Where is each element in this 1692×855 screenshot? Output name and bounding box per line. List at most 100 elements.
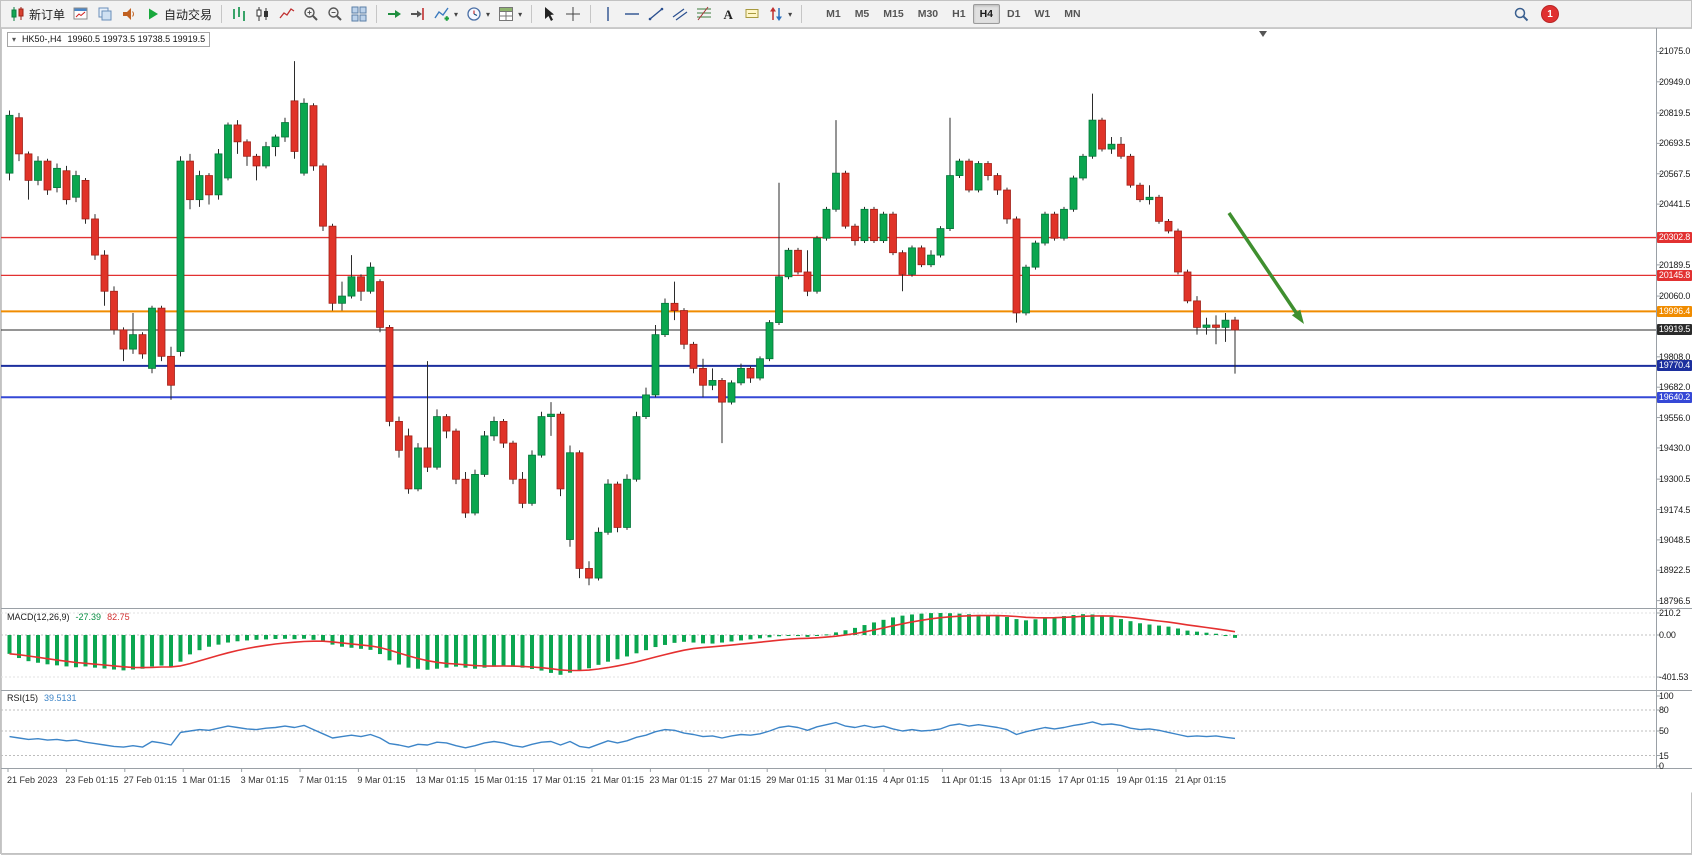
- rsi-axis-label: 50: [1659, 726, 1669, 736]
- autotrading-button-label: 自动交易: [164, 6, 212, 23]
- price-axis-label: 19174.5: [1659, 505, 1690, 515]
- rsi-axis-label: 15: [1659, 751, 1669, 761]
- svg-text:9 Mar 01:15: 9 Mar 01:15: [357, 775, 405, 785]
- crosshair-button[interactable]: [561, 2, 585, 26]
- macd-axis-label: 210.2: [1659, 608, 1681, 618]
- price-axis-label: 20567.5: [1659, 169, 1690, 179]
- svg-text:23 Mar 01:15: 23 Mar 01:15: [649, 775, 702, 785]
- alerts-button[interactable]: [117, 2, 141, 26]
- shapes-dropdown[interactable]: ▾: [764, 2, 796, 26]
- search-icon: [1513, 6, 1529, 22]
- price-badge-20302.8: 20302.8: [1657, 232, 1692, 243]
- bar-chart-button[interactable]: [227, 2, 251, 26]
- chart-shift-button[interactable]: [406, 2, 430, 26]
- timeframe-mn[interactable]: MN: [1057, 4, 1087, 24]
- new-order-button-label: 新订单: [29, 6, 65, 23]
- price-axis-label: 19300.5: [1659, 474, 1690, 484]
- vertical-line-button[interactable]: [596, 2, 620, 26]
- autotrading-icon: [145, 6, 161, 22]
- svg-text:23 Feb 01:15: 23 Feb 01:15: [65, 775, 118, 785]
- toolbar-separator: [801, 5, 802, 23]
- timeframe-m30[interactable]: M30: [911, 4, 945, 24]
- svg-text:3 Mar 01:15: 3 Mar 01:15: [241, 775, 289, 785]
- timeframe-d1[interactable]: D1: [1000, 4, 1027, 24]
- indicators-dropdown[interactable]: ▾: [430, 2, 462, 26]
- label-icon: [744, 6, 760, 22]
- price-axis-label: 20441.5: [1659, 199, 1690, 209]
- quote-ohlc: 19960.5 19973.5 19738.5 19919.5: [68, 34, 206, 45]
- trendline-button[interactable]: [644, 2, 668, 26]
- quote-line[interactable]: ▾ HK50-,H4 19960.5 19973.5 19738.5 19919…: [7, 32, 210, 47]
- price-axis-label: 19430.0: [1659, 443, 1690, 453]
- svg-text:17 Mar 01:15: 17 Mar 01:15: [533, 775, 586, 785]
- candlestick-chart-button[interactable]: [251, 2, 275, 26]
- shapes-icon: [768, 6, 784, 22]
- profiles-button[interactable]: [93, 2, 117, 26]
- new-chart-button[interactable]: [69, 2, 93, 26]
- chart-plus-icon: [434, 6, 450, 22]
- toolbar-separator: [221, 5, 222, 23]
- trendline-icon: [648, 6, 664, 22]
- svg-text:15 Mar 01:15: 15 Mar 01:15: [474, 775, 527, 785]
- search-button[interactable]: [1509, 2, 1533, 26]
- toolbar-separator: [531, 5, 532, 23]
- price-badge-19996.4: 19996.4: [1657, 306, 1692, 317]
- svg-text:31 Mar 01:15: 31 Mar 01:15: [825, 775, 878, 785]
- zoom-out-button[interactable]: [323, 2, 347, 26]
- channel-button[interactable]: [668, 2, 692, 26]
- macd-panel-label: MACD(12,26,9) -27.39 82.75: [7, 612, 130, 623]
- timeframe-w1[interactable]: W1: [1027, 4, 1057, 24]
- price-badge-19919.5: 19919.5: [1657, 324, 1692, 335]
- price-axis-label: 20693.5: [1659, 138, 1690, 148]
- zoom-in-icon: [303, 6, 319, 22]
- clock-icon: [466, 6, 482, 22]
- tile-windows-icon: [351, 6, 367, 22]
- line-chart-icon: [279, 6, 295, 22]
- caret-down-icon: ▾: [486, 10, 490, 19]
- fibonacci-button[interactable]: [692, 2, 716, 26]
- macd-main-value: -27.39: [76, 612, 102, 623]
- macd-indicator-label: MACD(12,26,9): [7, 612, 70, 623]
- cursor-icon: [541, 6, 557, 22]
- price-axis-label: 20949.0: [1659, 77, 1690, 87]
- text-icon: A: [720, 6, 736, 22]
- svg-text:11 Apr 01:15: 11 Apr 01:15: [941, 775, 991, 785]
- new-order-button[interactable]: 新订单: [6, 2, 69, 26]
- symbol-period-label: HK50-,H4: [22, 34, 62, 45]
- svg-text:27 Mar 01:15: 27 Mar 01:15: [708, 775, 761, 785]
- timeframe-h4[interactable]: H4: [973, 4, 1000, 24]
- svg-text:21 Apr 01:15: 21 Apr 01:15: [1175, 775, 1226, 785]
- svg-text:21 Mar 01:15: 21 Mar 01:15: [591, 775, 644, 785]
- periods-dropdown[interactable]: ▾: [462, 2, 494, 26]
- zoom-in-button[interactable]: [299, 2, 323, 26]
- label-button[interactable]: [740, 2, 764, 26]
- macd-axis-label: -401.53: [1659, 672, 1688, 682]
- tile-windows-button[interactable]: [347, 2, 371, 26]
- rsi-indicator-label: RSI(15): [7, 693, 38, 704]
- price-chart-plot[interactable]: [1, 28, 1656, 608]
- timeframe-h1[interactable]: H1: [945, 4, 972, 24]
- templates-dropdown[interactable]: ▾: [494, 2, 526, 26]
- notification-badge[interactable]: 1: [1542, 6, 1558, 22]
- text-button[interactable]: A: [716, 2, 740, 26]
- line-chart-button[interactable]: [275, 2, 299, 26]
- rsi-panel-label: RSI(15) 39.5131: [7, 693, 77, 704]
- svg-text:19 Apr 01:15: 19 Apr 01:15: [1117, 775, 1168, 785]
- new-order-icon: [10, 6, 26, 22]
- timeframe-m5[interactable]: M5: [848, 4, 877, 24]
- macd-panel[interactable]: [1, 609, 1656, 691]
- new-chart-icon: [73, 6, 89, 22]
- timeframe-m1[interactable]: M1: [819, 4, 848, 24]
- rsi-value: 39.5131: [44, 693, 77, 704]
- collapse-icon[interactable]: ▾: [12, 34, 16, 45]
- autotrading-button[interactable]: 自动交易: [141, 2, 216, 26]
- fibonacci-icon: [696, 6, 712, 22]
- price-axis-label: 20819.5: [1659, 108, 1690, 118]
- horizontal-line-button[interactable]: [620, 2, 644, 26]
- cursor-button[interactable]: [537, 2, 561, 26]
- timeframe-m15[interactable]: M15: [876, 4, 910, 24]
- auto-scroll-button[interactable]: [382, 2, 406, 26]
